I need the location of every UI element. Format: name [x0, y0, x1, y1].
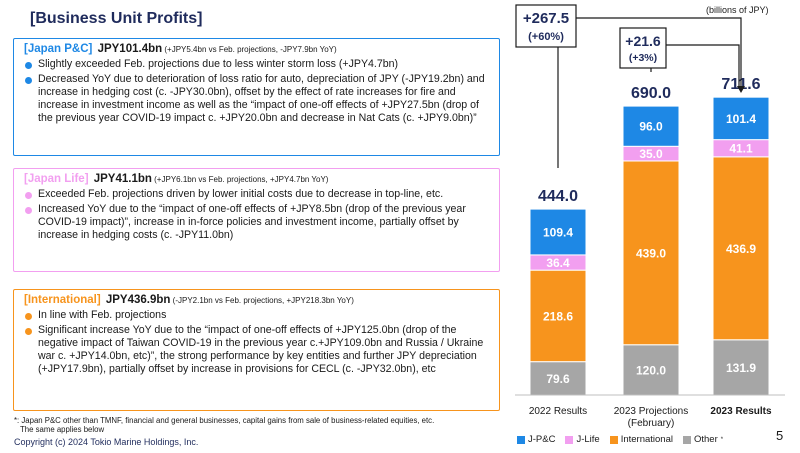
page-number: 5 [776, 428, 784, 443]
japan-pc-box: [Japan P&C] JPY101.4bn (+JPY5.4bn vs Feb… [13, 38, 500, 156]
total-label: 444.0 [538, 188, 578, 205]
japan-pc-heading: [Japan P&C] JPY101.4bn (+JPY5.4bn vs Feb… [24, 43, 491, 55]
total-label: 690.0 [631, 85, 671, 102]
international-note: (-JPY2.1bn vs Feb. projections, +JPY218.… [170, 296, 354, 305]
data-label: 131.9 [726, 361, 756, 375]
data-label: 109.4 [543, 226, 573, 240]
legend-label-other: Other [693, 434, 718, 445]
data-label: 120.0 [636, 363, 666, 377]
japan-life-heading: [Japan Life] JPY41.1bn (+JPY6.1bn vs Feb… [24, 173, 491, 185]
chart-legend: J-P&C J-Life International Other * [517, 434, 723, 445]
data-label: 35.0 [639, 147, 663, 161]
change-pct-1: (+60%) [528, 31, 564, 43]
legend-item-jlife: J-Life [565, 434, 600, 445]
bar-other-0 [529, 361, 587, 396]
bar-j-p-c-0 [529, 208, 587, 256]
legend-item-intl: International [609, 434, 673, 445]
data-label: 101.4 [726, 112, 756, 126]
legend-item-jpc: J-P&C [517, 434, 555, 445]
japan-life-value: JPY41.1bn [90, 173, 152, 185]
japan-pc-bullets: Slightly exceeded Feb. projections due t… [24, 58, 491, 125]
legend-label-intl: International [620, 434, 673, 445]
international-tag: [International] [24, 294, 101, 306]
bar-j-p-c-1 [622, 105, 680, 147]
legend-other-mark: * [720, 436, 724, 443]
change-value-1: +267.5 [523, 10, 569, 27]
page-title: [Business Unit Profits] [30, 10, 203, 27]
legend-label-jlife: J-Life [576, 434, 600, 445]
category-label: 2023 Projections [614, 406, 689, 417]
japan-pc-tag: [Japan P&C] [24, 43, 93, 55]
category-label: 2022 Results [529, 406, 587, 417]
footnote-line-1: *: Japan P&C other than TMNF, financial … [14, 416, 435, 425]
category-label: (February) [628, 418, 675, 429]
data-label: 36.4 [546, 256, 570, 270]
japan-pc-note: (+JPY5.4bn vs Feb. projections, -JPY7.9b… [162, 45, 337, 54]
bullet-item: Slightly exceeded Feb. projections due t… [24, 58, 491, 71]
bar-other-1 [622, 344, 680, 396]
data-label: 436.9 [726, 242, 756, 256]
legend-item-other: Other * [682, 434, 724, 445]
bar-international-0 [529, 269, 587, 363]
bullet-item: Significant increase YoY due to the “imp… [24, 324, 491, 376]
data-label: 79.6 [546, 372, 570, 386]
bar-other-2 [712, 339, 770, 396]
legend-swatch-jlife [565, 435, 574, 444]
legend-label-jpc: J-P&C [528, 434, 556, 445]
unit-label: (billions of JPY) [706, 5, 769, 15]
international-heading: [International] JPY436.9bn (-JPY2.1bn vs… [24, 294, 491, 306]
bullet-item: Decreased YoY due to deterioration of lo… [24, 73, 491, 125]
japan-life-bullets: Exceeded Feb. projections driven by lowe… [24, 188, 491, 242]
data-label: 96.0 [639, 120, 663, 134]
change-box-1 [515, 4, 577, 48]
category-label: 2023 Results [710, 406, 772, 417]
change-value-2: +21.6 [625, 33, 661, 49]
change-box-2 [619, 27, 667, 69]
bar-international-2 [712, 156, 770, 341]
legend-swatch-jpc [517, 435, 525, 444]
legend-swatch-intl [609, 435, 618, 444]
international-bullets: In line with Feb. projections Significan… [24, 309, 491, 376]
legend-swatch-other [682, 435, 691, 444]
japan-pc-value: JPY101.4bn [94, 43, 163, 55]
japan-life-tag: [Japan Life] [24, 173, 89, 185]
international-box: [International] JPY436.9bn (-JPY2.1bn vs… [13, 289, 500, 411]
bullet-item: Increased YoY due to the “impact of one-… [24, 203, 491, 242]
bar-j-p-c-2 [712, 96, 770, 141]
footnote: *: Japan P&C other than TMNF, financial … [14, 416, 514, 434]
data-label: 41.1 [729, 142, 753, 156]
change-arrow-1 [557, 17, 742, 168]
copyright: Copyright (c) 2024 Tokio Marine Holdings… [14, 437, 199, 447]
data-label: 439.0 [636, 246, 666, 260]
bullet-item: In line with Feb. projections [24, 309, 491, 322]
change-pct-2: (+3%) [629, 52, 657, 64]
data-label: 218.6 [543, 309, 573, 323]
international-value: JPY436.9bn [102, 294, 171, 306]
japan-life-box: [Japan Life] JPY41.1bn (+JPY6.1bn vs Feb… [13, 168, 500, 272]
bar-international-1 [622, 160, 680, 346]
bullet-item: Exceeded Feb. projections driven by lowe… [24, 188, 491, 201]
japan-life-note: (+JPY6.1bn vs Feb. projections, +JPY4.7b… [151, 175, 329, 184]
footnote-line-2: The same applies below [20, 425, 105, 434]
